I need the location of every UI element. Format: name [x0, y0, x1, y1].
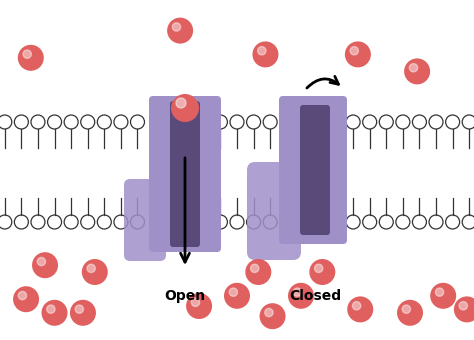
Circle shape	[253, 41, 278, 67]
Circle shape	[31, 215, 45, 229]
Circle shape	[353, 302, 361, 310]
Circle shape	[404, 58, 430, 84]
Circle shape	[32, 252, 58, 278]
Text: Open: Open	[164, 289, 206, 303]
FancyBboxPatch shape	[279, 96, 347, 244]
Circle shape	[288, 283, 314, 309]
Circle shape	[47, 305, 55, 313]
Circle shape	[350, 47, 358, 55]
Circle shape	[87, 264, 95, 273]
Circle shape	[0, 215, 12, 229]
Circle shape	[363, 215, 377, 229]
Circle shape	[18, 291, 27, 300]
Circle shape	[397, 300, 423, 326]
Circle shape	[18, 45, 44, 71]
Circle shape	[459, 302, 467, 310]
Circle shape	[167, 18, 193, 44]
Circle shape	[265, 308, 273, 317]
Circle shape	[37, 257, 46, 266]
Circle shape	[293, 288, 301, 296]
Circle shape	[410, 64, 418, 72]
Circle shape	[347, 296, 373, 322]
Circle shape	[13, 286, 39, 312]
Circle shape	[246, 259, 271, 285]
Circle shape	[251, 264, 259, 273]
FancyArrowPatch shape	[307, 76, 338, 88]
Circle shape	[263, 215, 277, 229]
Circle shape	[42, 300, 67, 326]
Circle shape	[47, 215, 62, 229]
FancyBboxPatch shape	[149, 96, 221, 252]
Circle shape	[14, 115, 28, 129]
Circle shape	[224, 283, 250, 309]
Circle shape	[81, 215, 95, 229]
Circle shape	[260, 303, 285, 329]
Circle shape	[171, 94, 199, 122]
Circle shape	[81, 115, 95, 129]
Circle shape	[97, 115, 111, 129]
Circle shape	[191, 298, 200, 307]
Circle shape	[213, 115, 228, 129]
Circle shape	[23, 50, 31, 58]
Circle shape	[31, 115, 45, 129]
Circle shape	[114, 215, 128, 229]
Circle shape	[263, 115, 277, 129]
Circle shape	[310, 259, 335, 285]
Circle shape	[14, 215, 28, 229]
Circle shape	[130, 115, 145, 129]
Circle shape	[258, 47, 266, 55]
Circle shape	[229, 288, 237, 296]
Circle shape	[462, 215, 474, 229]
Circle shape	[246, 215, 261, 229]
Circle shape	[429, 215, 443, 229]
Circle shape	[436, 288, 444, 296]
Circle shape	[379, 115, 393, 129]
Circle shape	[75, 305, 83, 313]
Circle shape	[70, 300, 96, 326]
Circle shape	[213, 215, 228, 229]
Circle shape	[130, 215, 145, 229]
Circle shape	[396, 115, 410, 129]
FancyBboxPatch shape	[124, 179, 166, 261]
Circle shape	[176, 98, 186, 108]
Circle shape	[230, 115, 244, 129]
Text: Closed: Closed	[289, 289, 341, 303]
Circle shape	[429, 115, 443, 129]
Circle shape	[186, 293, 212, 319]
Circle shape	[430, 283, 456, 309]
FancyBboxPatch shape	[170, 101, 200, 247]
Circle shape	[246, 115, 261, 129]
Circle shape	[346, 215, 360, 229]
Circle shape	[230, 215, 244, 229]
Circle shape	[412, 215, 427, 229]
Circle shape	[114, 115, 128, 129]
Circle shape	[0, 115, 12, 129]
FancyBboxPatch shape	[247, 162, 301, 260]
Circle shape	[97, 215, 111, 229]
Circle shape	[173, 23, 181, 31]
FancyBboxPatch shape	[300, 105, 330, 235]
Circle shape	[412, 115, 427, 129]
Circle shape	[64, 115, 78, 129]
Circle shape	[363, 115, 377, 129]
Circle shape	[346, 115, 360, 129]
Circle shape	[345, 41, 371, 67]
Circle shape	[446, 115, 460, 129]
Circle shape	[454, 296, 474, 322]
Circle shape	[64, 215, 78, 229]
Circle shape	[82, 259, 108, 285]
Circle shape	[379, 215, 393, 229]
Circle shape	[396, 215, 410, 229]
Circle shape	[446, 215, 460, 229]
Circle shape	[462, 115, 474, 129]
Circle shape	[315, 264, 323, 273]
Circle shape	[402, 305, 410, 313]
Circle shape	[47, 115, 62, 129]
